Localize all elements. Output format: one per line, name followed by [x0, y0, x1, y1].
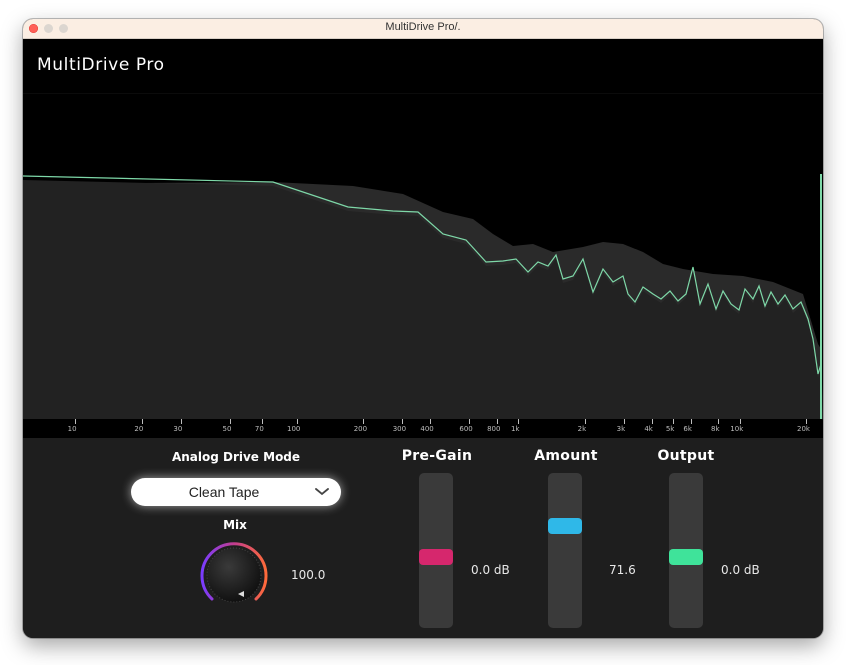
amount-value: 71.6	[609, 563, 636, 577]
frequency-tick	[623, 419, 625, 424]
mix-knob[interactable]	[198, 539, 270, 611]
output-fader[interactable]	[669, 473, 703, 628]
frequency-tick-label: 300	[392, 425, 407, 433]
spectrum-fill-inner	[23, 180, 823, 419]
frequency-tick	[402, 419, 404, 424]
frequency-tick-label: 5k	[665, 425, 675, 433]
frequency-tick	[75, 419, 77, 424]
frequency-tick-label: 600	[459, 425, 473, 433]
frequency-tick-label: 6k	[683, 425, 692, 433]
frequency-tick-label: 400	[420, 425, 434, 433]
close-window-button[interactable]	[29, 24, 38, 33]
frequency-tick-label: 1k	[510, 425, 520, 433]
frequency-tick	[430, 419, 432, 424]
frequency-tick-label: 10	[67, 425, 77, 433]
app-header: MultiDrive Pro	[23, 39, 823, 94]
frequency-tick-label: 70	[254, 425, 264, 433]
frequency-axis: 10 20 30 50 70 100 200 300 400 600 800 1k 2k 3k 4k 5k 6k…	[23, 419, 823, 438]
frequency-tick	[262, 419, 264, 424]
pre-gain-fader-handle[interactable]	[419, 548, 453, 565]
frequency-tick	[469, 419, 471, 424]
minimize-window-button[interactable]	[44, 24, 53, 33]
frequency-tick-label: 20k	[796, 425, 810, 433]
frequency-tick-label: 30	[173, 425, 183, 433]
frequency-tick	[690, 419, 692, 424]
window-title: MultiDrive Pro/.	[385, 21, 461, 33]
output-value: 0.0 dB	[721, 563, 760, 577]
pre-gain-label: Pre-Gain	[401, 448, 473, 464]
frequency-tick-label: 800	[487, 425, 501, 433]
pre-gain-fader[interactable]	[419, 473, 453, 628]
frequency-tick	[180, 419, 182, 424]
frequency-tick	[518, 419, 520, 424]
frequency-tick-label: 200	[353, 425, 368, 433]
maximize-window-button[interactable]	[59, 24, 68, 33]
frequency-tick-label: 10k	[730, 425, 744, 433]
frequency-tick	[141, 419, 143, 424]
drive-mode-value: Clean Tape	[188, 484, 260, 500]
frequency-tick-label: 2k	[577, 425, 587, 433]
amount-fader-handle[interactable]	[548, 518, 582, 535]
frequency-tick	[673, 419, 675, 424]
chevron-down-icon	[315, 488, 329, 496]
frequency-tick	[363, 419, 365, 424]
spectrum-analyzer	[23, 94, 823, 419]
frequency-tick	[496, 419, 498, 424]
plugin-window: MultiDrive Pro/. MultiDrive Pro 10 20 30 50…	[23, 19, 823, 638]
frequency-tick	[718, 419, 720, 424]
frequency-tick	[296, 419, 298, 424]
frequency-tick-label: 20	[134, 425, 144, 433]
frequency-tick-label: 8k	[711, 425, 720, 433]
title-bar: MultiDrive Pro/.	[23, 19, 823, 39]
amount-label: Amount	[534, 448, 598, 464]
mix-arc	[200, 542, 268, 601]
drive-mode-label: Analog Drive Mode	[171, 450, 301, 464]
output-label: Output	[657, 448, 715, 464]
frequency-tick	[739, 419, 741, 424]
frequency-tick	[806, 419, 808, 424]
frequency-tick-label: 3k	[616, 425, 626, 433]
frequency-tick	[584, 419, 586, 424]
mix-label: Mix	[223, 518, 247, 532]
mix-knob-body	[207, 548, 261, 602]
mix-pointer-icon	[238, 591, 244, 597]
frequency-tick-label: 100	[287, 425, 301, 433]
amount-fader[interactable]	[548, 473, 582, 628]
pre-gain-value: 0.0 dB	[471, 563, 510, 577]
drive-mode-dropdown[interactable]: Clean Tape	[131, 478, 341, 506]
spectrum-graph	[23, 174, 823, 419]
spectrum-curve	[23, 175, 822, 375]
frequency-tick	[230, 419, 231, 424]
control-panel: Analog Drive Mode Clean Tape Mix	[23, 438, 823, 638]
app-title: MultiDrive Pro	[37, 55, 165, 75]
frequency-tick-label: 50	[222, 425, 232, 433]
spectrum-edge-line	[820, 174, 822, 419]
frequency-tick-label: 4k	[644, 425, 653, 433]
output-fader-handle[interactable]	[669, 548, 703, 565]
mix-value: 100.0	[291, 568, 326, 582]
frequency-tick	[651, 419, 653, 424]
